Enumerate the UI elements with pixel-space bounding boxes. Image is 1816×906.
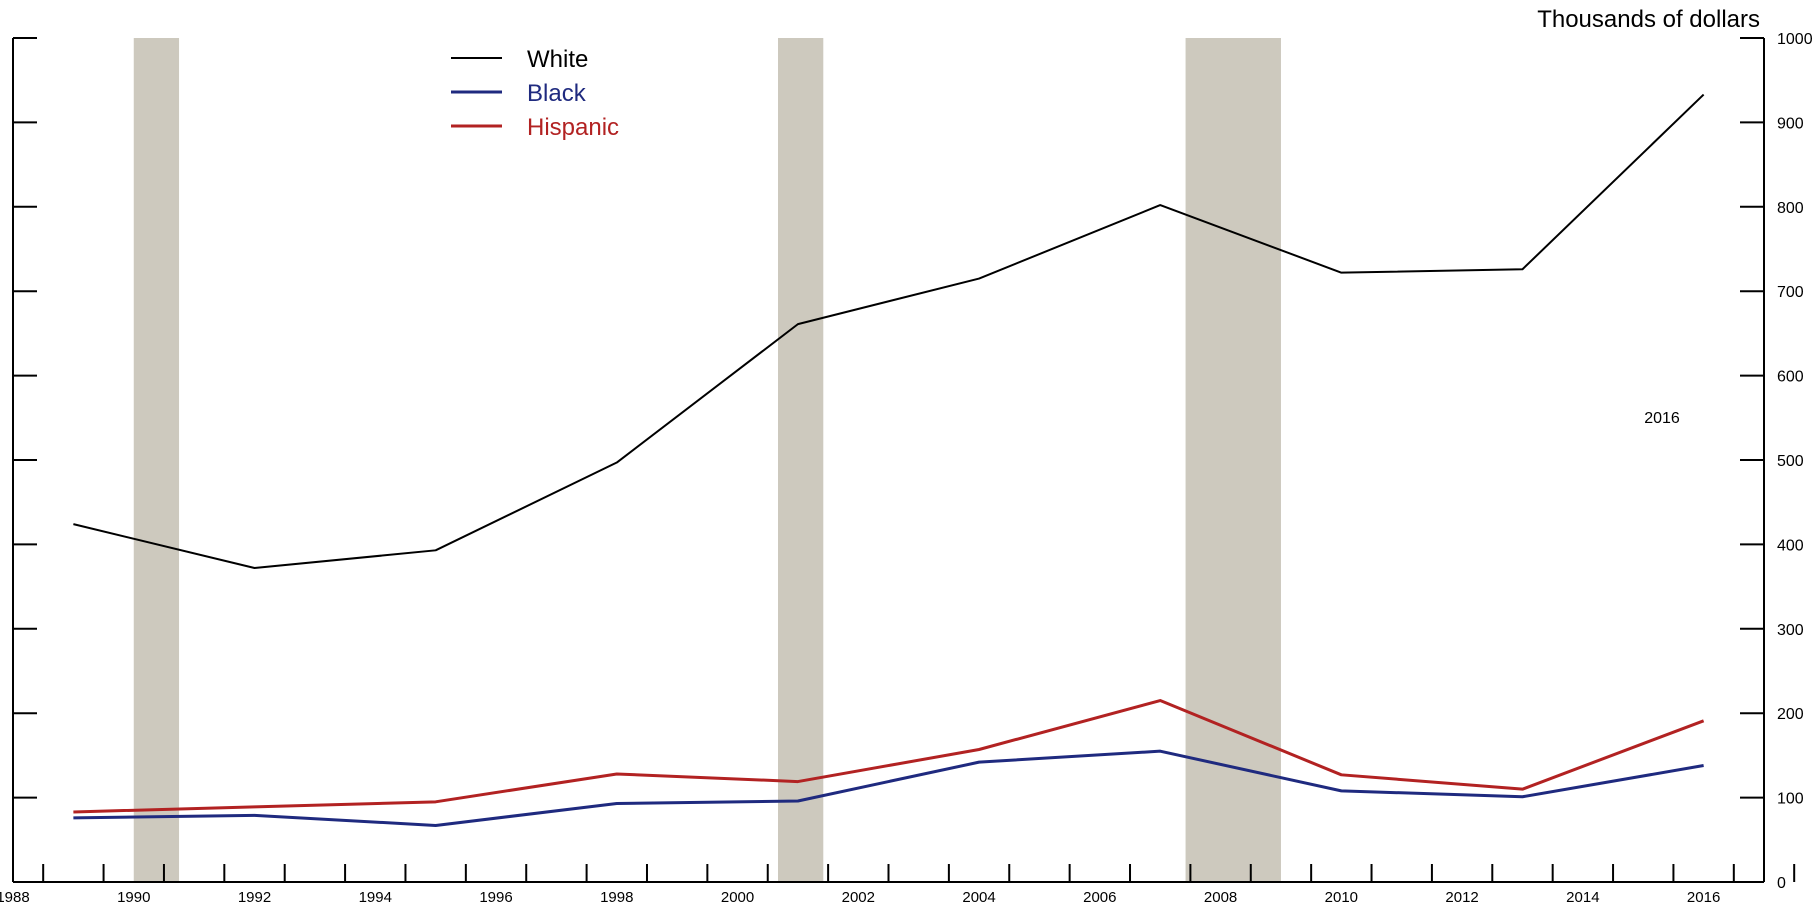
x-tick-label: 2006 (1083, 889, 1116, 906)
chart-annotation: 2016 (1644, 410, 1680, 427)
recession-band-2 (778, 38, 824, 882)
y-tick-label: 800 (1777, 200, 1804, 217)
x-tick-label: 2010 (1325, 889, 1358, 906)
x-tick-label: 2012 (1445, 889, 1478, 906)
y-tick-label: 100 (1777, 791, 1804, 808)
legend-label-white: White (527, 46, 588, 73)
y-tick-label: 900 (1777, 115, 1804, 132)
legend: White Black Hispanic (451, 46, 619, 141)
recession-band-1 (133, 38, 180, 882)
y-tick-label: 0 (1777, 875, 1786, 892)
x-tick-label: 2014 (1566, 889, 1599, 906)
y-tick-label: 500 (1777, 453, 1804, 470)
series-layer (73, 93, 1705, 827)
recession-band-3 (1185, 38, 1281, 882)
x-tick-label: 1992 (238, 889, 271, 906)
y-tick-label: 700 (1777, 284, 1804, 301)
x-tick-label: 2016 (1687, 889, 1720, 906)
y-tick-label: 200 (1777, 706, 1804, 723)
axes-layer: 0 100 200 300 400 500 600 700 800 900 1000 1988 1990… (0, 31, 1813, 906)
x-tick-label: 1990 (117, 889, 150, 906)
x-tick-label: 1996 (479, 889, 512, 906)
x-tick-label: 2008 (1204, 889, 1237, 906)
y-tick-label: 1000 (1777, 31, 1813, 48)
x-tick-label: 1988 (0, 889, 30, 906)
series-line-black (73, 749, 1704, 827)
y-tick-label: 600 (1777, 369, 1804, 386)
recession-shading-layer (133, 38, 1281, 882)
y-axis-unit-label: Thousands of dollars (1537, 6, 1760, 33)
series-line-hispanic (73, 699, 1705, 814)
y-tick-label: 400 (1777, 537, 1804, 554)
y-tick-label: 300 (1777, 622, 1804, 639)
x-tick-label: 1998 (600, 889, 633, 906)
legend-label-hispanic: Hispanic (527, 114, 619, 141)
x-tick-label: 1994 (359, 889, 392, 906)
x-tick-label: 2004 (962, 889, 995, 906)
x-tick-label: 2002 (842, 889, 875, 906)
series-line-white (73, 93, 1705, 570)
x-tick-label: 2000 (721, 889, 754, 906)
legend-label-black: Black (527, 80, 587, 107)
